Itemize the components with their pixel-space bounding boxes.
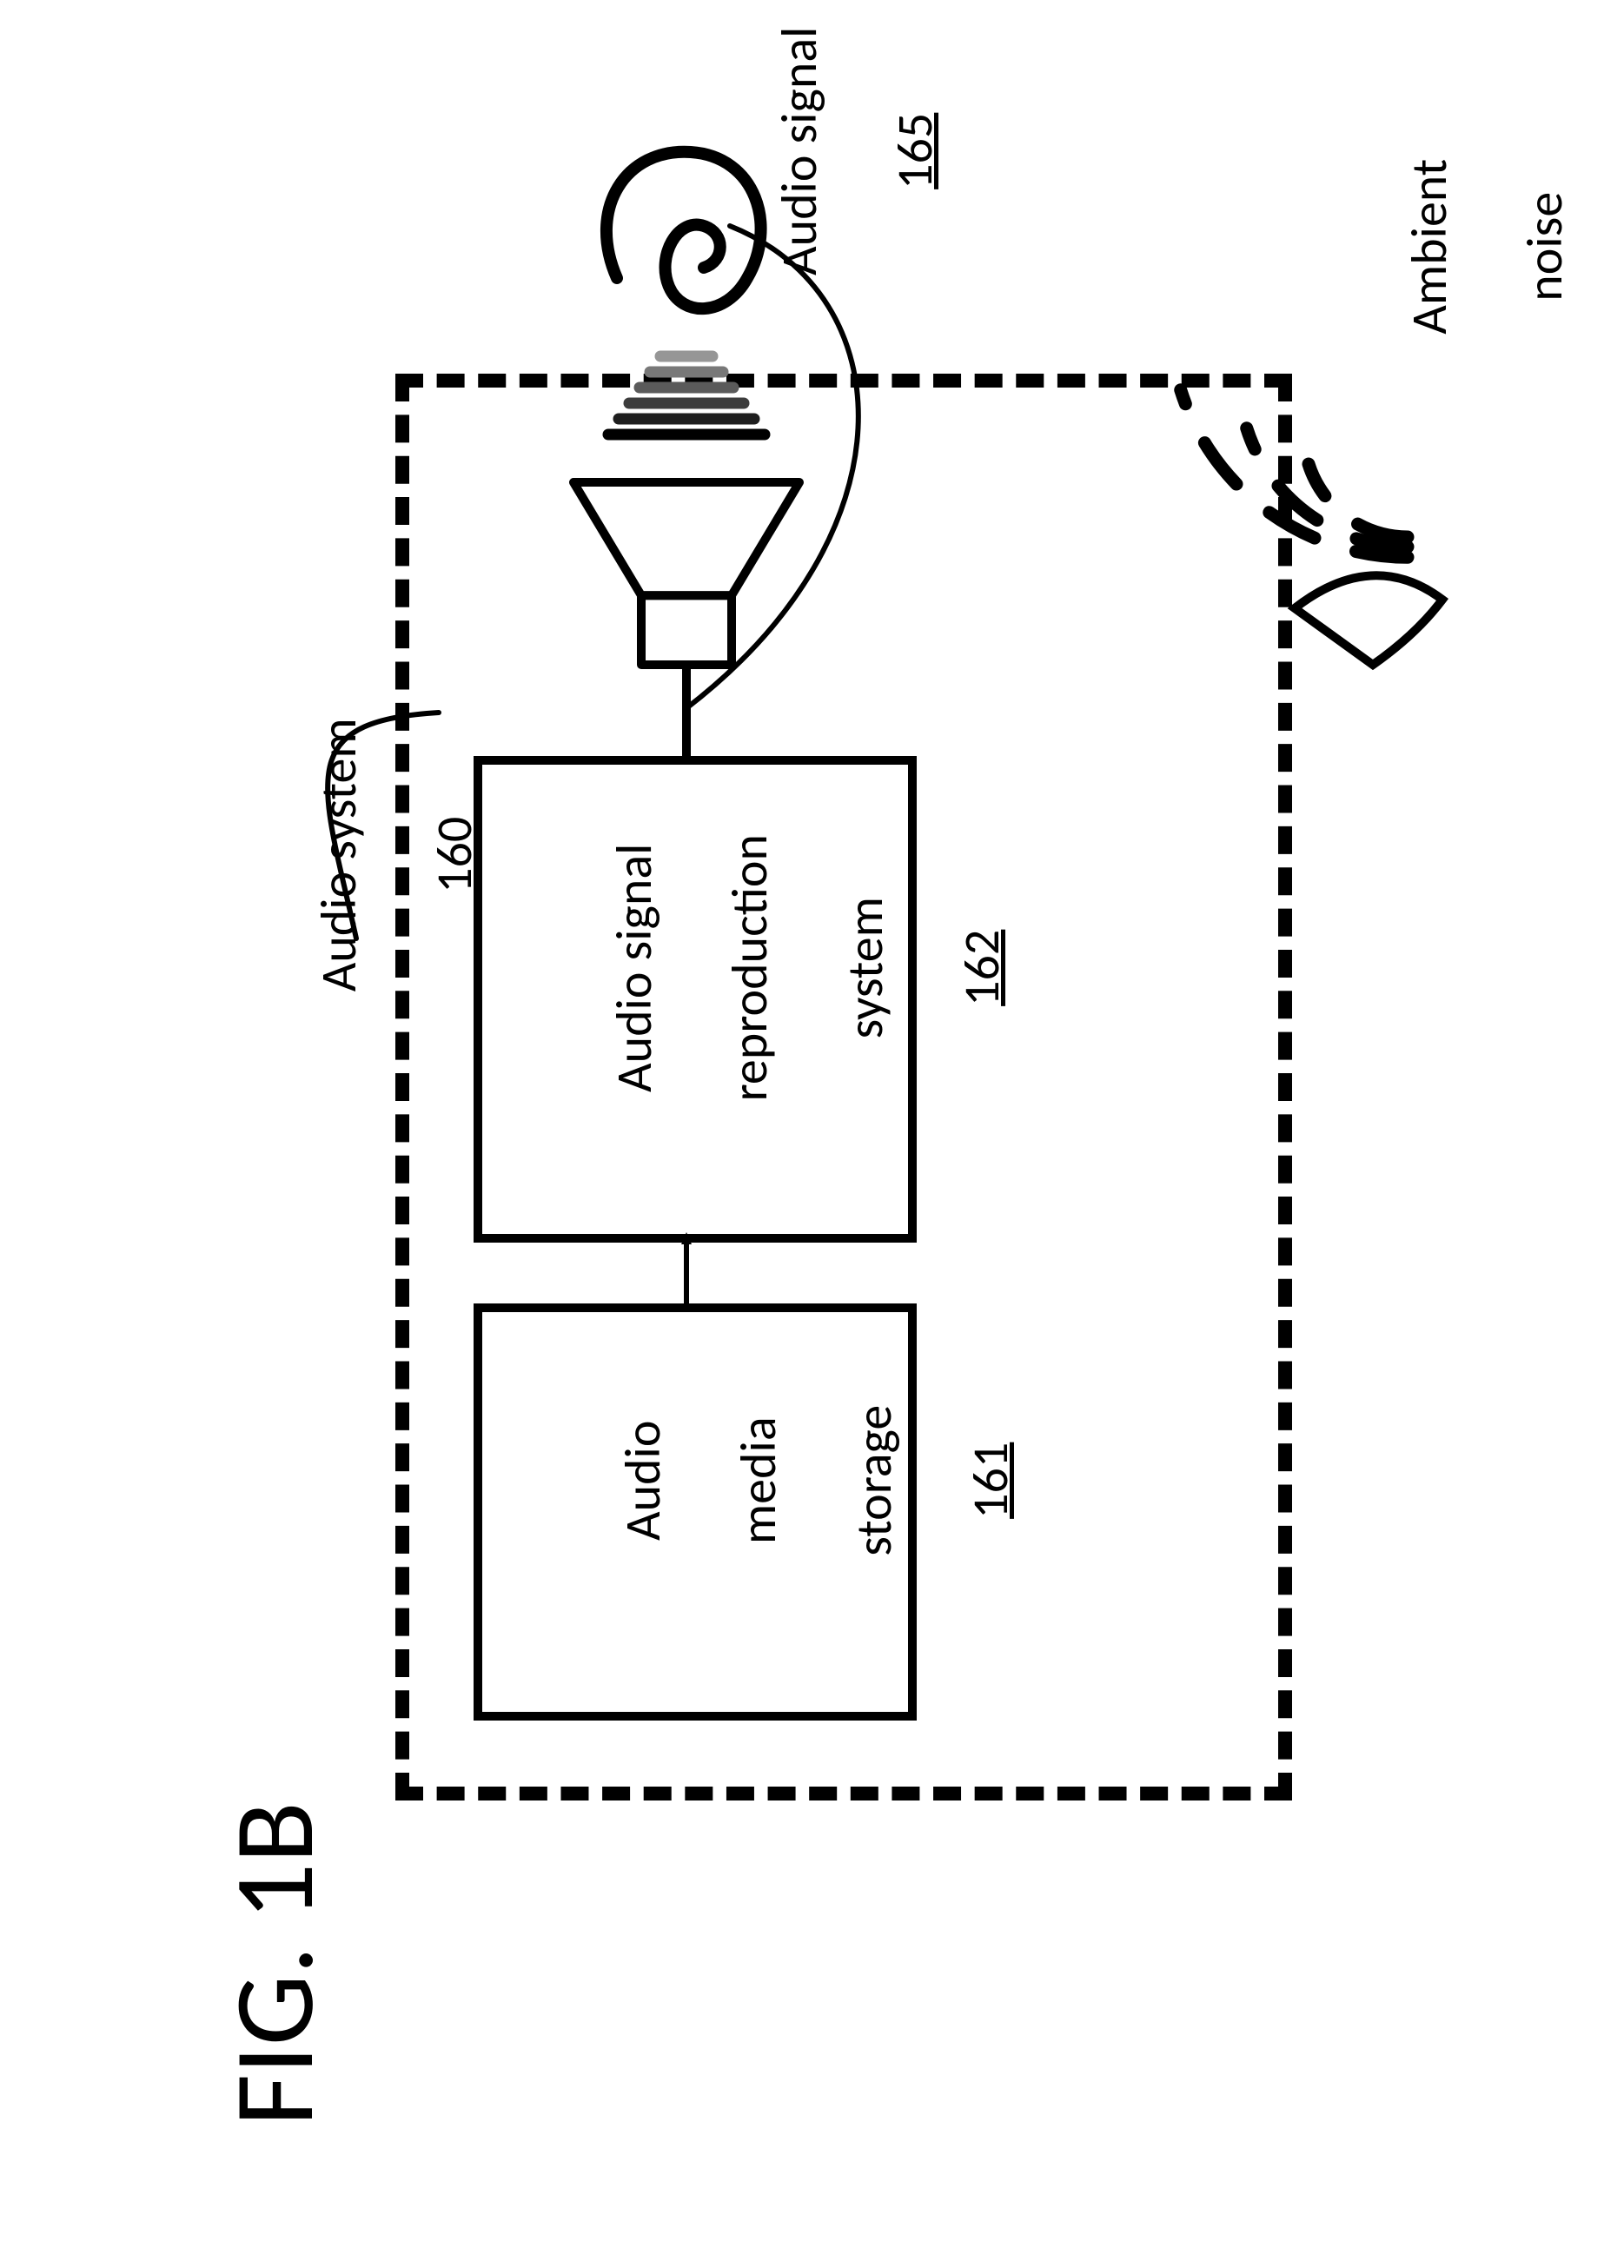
ambient-noise-source-icon xyxy=(1295,575,1442,665)
storage-label-line2: media xyxy=(727,1416,789,1544)
repro-label-line3: system xyxy=(834,897,896,1038)
ambient-noise-arc xyxy=(1309,464,1408,537)
storage-label-line3: storage xyxy=(843,1405,905,1556)
storage-label-line1: Audio xyxy=(612,1421,673,1541)
speaker-body-icon xyxy=(641,595,732,665)
audio-system-label: Audio system 160 xyxy=(252,704,391,1051)
ambient-noise-label-line2: noise xyxy=(1514,192,1575,302)
storage-ref: 161 xyxy=(959,1442,1021,1519)
audio-system-ref: 160 xyxy=(423,817,485,893)
ambient-noise-label-line1: Ambient xyxy=(1398,159,1460,335)
audio-signal-ref: 165 xyxy=(884,113,945,189)
audio-system-label-text: Audio system xyxy=(308,718,369,991)
repro-label-line1: Audio signal xyxy=(603,844,665,1092)
figure-caption: FIG. 1B xyxy=(209,1660,382,2268)
audio-signal-reproduction-label: Audio signal reproduction system 162 xyxy=(547,782,825,1199)
audio-signal-label: Audio signal 165 xyxy=(713,9,852,339)
audio-media-storage-label: Audio media storage 161 xyxy=(556,1321,817,1686)
figure-canvas: FIG. 1B Audio system 160 Audio signal 16… xyxy=(0,0,1624,2260)
repro-ref: 162 xyxy=(951,930,1012,1006)
speaker-cone-icon xyxy=(573,482,799,595)
audio-signal-label-text: Audio signal xyxy=(768,27,830,275)
ambient-noise-label: Ambient noise 161 xyxy=(1342,130,1551,408)
repro-label-line2: reproduction xyxy=(719,834,780,1102)
